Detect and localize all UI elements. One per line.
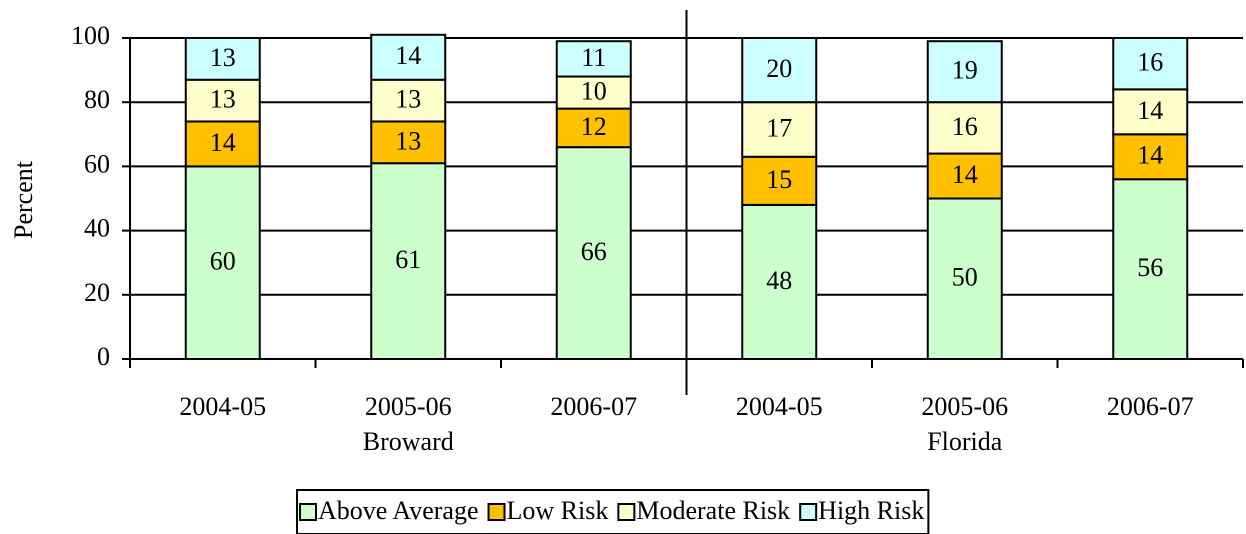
y-tick-label: 60 [84,149,110,178]
y-tick-label: 100 [71,21,110,50]
legend-swatch [487,503,506,521]
x-tick-label: 2006-07 [550,392,637,421]
bar-segment [741,101,818,158]
x-tick-label: 2005-06 [921,392,1008,421]
bar-segment [926,197,1003,360]
legend-swatch [299,503,317,521]
legend-label: Above Average [318,496,479,525]
data-label: 14 [952,160,978,189]
bar-segment [741,155,818,206]
bar-segment [926,40,1003,104]
data-label: 17 [766,113,792,142]
legend-label: Moderate Risk [636,496,790,525]
data-label: 11 [581,43,606,72]
data-label: 19 [952,56,978,85]
data-label: 14 [210,128,236,157]
data-label: 14 [395,41,421,70]
x-tick-label: 2004-05 [179,392,266,421]
data-label: 12 [581,112,607,141]
y-tick-label: 80 [84,85,110,114]
group-label: Broward [363,427,454,456]
legend-label: Low Risk [507,496,609,525]
data-label: 60 [210,247,236,276]
x-tick-label: 2006-07 [1107,392,1194,421]
data-label: 13 [210,43,236,72]
bar-segment [926,152,1003,200]
bar-segment [370,33,447,81]
bar-segment [555,40,632,78]
data-label: 61 [395,245,421,274]
data-label: 56 [1137,253,1163,282]
x-tick-label: 2004-05 [736,392,823,421]
legend-label: High Risk [818,496,924,525]
bar-segment [184,37,261,81]
group-label: Florida [927,427,1003,456]
y-tick-label: 40 [84,214,110,243]
bar-segment [555,146,632,360]
bar-segment [1112,88,1189,136]
x-tick-label: 2005-06 [365,392,452,421]
bar-segment [370,162,447,360]
legend-swatch [617,503,636,521]
data-label: 10 [581,77,607,106]
data-label: 13 [395,85,421,114]
bar-segment [370,120,447,165]
data-label: 16 [952,112,978,141]
data-label: 20 [766,54,792,83]
bar-segment [1112,37,1189,91]
data-label: 50 [952,263,978,292]
legend-swatch [799,503,818,521]
bar-segment [184,120,261,168]
data-label: 15 [766,165,792,194]
data-label: 66 [581,237,607,266]
bar-segment [741,37,818,104]
data-label: 16 [1137,48,1163,77]
legend-box [296,489,930,534]
data-label: 13 [210,85,236,114]
data-label: 14 [1137,141,1163,170]
y-tick-label: 0 [97,342,110,371]
bar-segment [370,78,447,123]
data-label: 48 [766,266,792,295]
bar-segment [184,165,261,360]
data-label: 14 [1137,96,1163,125]
y-tick-label: 20 [84,278,110,307]
y-axis-label: Percent [9,160,38,239]
data-label: 13 [395,126,421,155]
